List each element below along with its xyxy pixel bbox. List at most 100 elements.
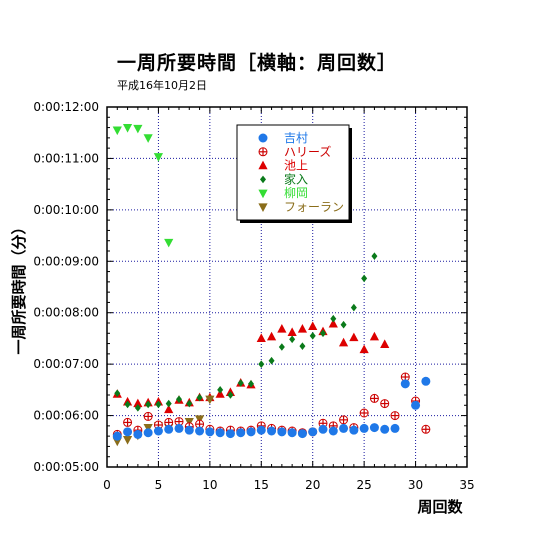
data-point xyxy=(359,423,369,433)
data-point xyxy=(308,427,318,437)
x-tick-label: 10 xyxy=(202,478,217,492)
data-point xyxy=(145,400,152,409)
legend-label: 吉村 xyxy=(284,131,308,145)
data-point xyxy=(248,380,254,388)
data-point xyxy=(143,134,153,143)
x-tick-label: 15 xyxy=(254,478,269,492)
data-point xyxy=(123,427,133,437)
data-point xyxy=(340,320,347,329)
data-point xyxy=(155,400,162,409)
data-point xyxy=(174,423,184,433)
y-tick-label: 0:00:11:00 xyxy=(33,151,99,165)
y-tick-label: 0:00:06:00 xyxy=(33,409,99,423)
legend-marker xyxy=(258,203,268,212)
data-point xyxy=(289,335,296,344)
y-tick-label: 0:00:07:00 xyxy=(33,357,99,371)
data-point xyxy=(184,425,194,435)
data-point xyxy=(217,386,224,394)
series-3 xyxy=(112,318,390,414)
data-point xyxy=(330,314,337,323)
data-point xyxy=(133,398,143,408)
data-point xyxy=(122,435,133,445)
data-point xyxy=(266,331,277,341)
data-point xyxy=(186,399,193,408)
data-point xyxy=(297,324,308,333)
data-point xyxy=(287,327,297,337)
data-point xyxy=(237,379,244,387)
data-point xyxy=(339,415,349,425)
data-point xyxy=(114,389,121,398)
data-point xyxy=(153,153,164,162)
legend-marker xyxy=(260,175,266,184)
x-axis-title: 周回数 xyxy=(417,498,463,516)
data-point xyxy=(338,337,349,347)
chart-title: 一周所要時間［横軸：周回数］ xyxy=(117,52,398,74)
data-point xyxy=(349,425,359,435)
data-point xyxy=(390,411,400,421)
data-point xyxy=(339,423,349,433)
x-tick-label: 5 xyxy=(155,478,163,492)
data-point xyxy=(256,425,266,435)
data-point xyxy=(390,423,400,433)
x-tick-label: 30 xyxy=(408,478,423,492)
data-point xyxy=(359,344,369,354)
series-4 xyxy=(114,252,378,412)
data-point xyxy=(143,411,153,421)
data-point xyxy=(196,393,203,402)
data-point xyxy=(349,332,359,342)
legend-label: 池上 xyxy=(284,159,308,173)
data-point xyxy=(361,274,368,283)
data-point xyxy=(122,123,133,133)
data-point xyxy=(359,408,369,418)
data-point xyxy=(287,428,297,438)
data-point xyxy=(369,393,379,403)
data-point xyxy=(318,424,328,434)
data-point xyxy=(371,252,378,260)
data-point xyxy=(328,318,338,328)
x-tick-label: 20 xyxy=(305,478,320,492)
x-tick-label: 0 xyxy=(103,478,111,492)
series-1 xyxy=(112,376,431,441)
legend-label: フォーラン xyxy=(284,200,344,214)
data-point xyxy=(380,399,390,409)
data-point xyxy=(369,331,380,341)
data-point xyxy=(400,379,410,389)
data-point xyxy=(277,427,287,437)
legend-label: 家入 xyxy=(284,171,308,186)
legend-marker xyxy=(258,133,268,143)
data-point xyxy=(112,126,122,136)
data-point xyxy=(195,426,205,436)
data-point xyxy=(299,342,306,350)
data-point xyxy=(133,429,143,439)
data-point xyxy=(278,343,285,351)
x-tick-label: 25 xyxy=(357,478,372,492)
data-point xyxy=(320,329,326,338)
data-point xyxy=(421,376,431,386)
y-tick-label: 0:00:10:00 xyxy=(33,203,99,217)
y-tick-label: 0:00:12:00 xyxy=(33,100,99,114)
data-point xyxy=(205,395,215,405)
y-tick-label: 0:00:09:00 xyxy=(33,254,99,268)
data-point xyxy=(350,303,357,312)
legend-marker xyxy=(258,160,268,170)
series-5 xyxy=(112,123,174,248)
data-point xyxy=(380,339,390,349)
axis-ticks: 0 5 10 15 20 25 30 35 0:00:05:00 0:00:06:00 0:00:0… xyxy=(33,100,474,492)
data-point xyxy=(176,395,182,404)
legend-label: 柳岡 xyxy=(284,186,308,200)
data-point xyxy=(164,417,174,427)
data-point xyxy=(380,424,390,434)
y-tick-label: 0:00:08:00 xyxy=(33,306,99,320)
data-point xyxy=(164,238,174,248)
data-point xyxy=(153,426,163,436)
data-point xyxy=(246,427,256,437)
data-point xyxy=(297,429,307,439)
data-point xyxy=(268,356,275,365)
data-point xyxy=(124,400,131,409)
data-point xyxy=(277,324,287,333)
plot-area xyxy=(106,106,468,468)
y-tick-label: 0:00:05:00 xyxy=(33,460,99,474)
data-point xyxy=(123,417,133,427)
